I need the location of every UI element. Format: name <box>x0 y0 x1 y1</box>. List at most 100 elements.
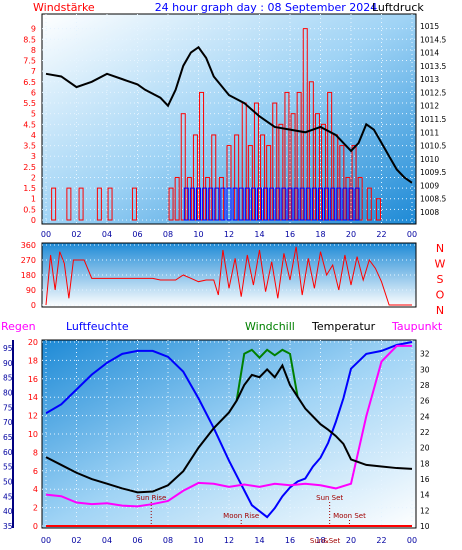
top-right-tick-label: 1011 <box>420 128 439 137</box>
wind-direction-line <box>45 246 412 306</box>
wind-bar <box>192 134 198 221</box>
regen-tick-label: 14 <box>28 393 38 402</box>
humidity-tick-label: 70 <box>3 418 13 427</box>
humidity-tick-label: 55 <box>3 463 13 472</box>
gust-bar <box>342 187 348 221</box>
top-left-tick-label: 1.5 <box>23 184 36 193</box>
temp-tick-label: 28 <box>420 381 430 390</box>
regen-tick-label: 8 <box>33 448 38 457</box>
bottom-x-tick-label: 00 <box>41 536 51 545</box>
gust-bar <box>257 187 262 221</box>
dir-compass-label: O <box>436 289 445 302</box>
gust-bar <box>324 187 330 221</box>
wind-bar <box>375 198 381 221</box>
top-x-tick-label: 18 <box>315 230 325 239</box>
event-label: Moon Rise <box>223 512 259 520</box>
top-right-tick-label: 1009 <box>420 181 439 190</box>
gust-bar <box>269 187 275 221</box>
wind-bar <box>357 176 363 221</box>
dir-left-tick-label: 90 <box>26 286 36 295</box>
gust-bar <box>311 187 317 221</box>
wind-bar <box>211 134 217 221</box>
header-luftdruck: Luftdruck <box>372 1 424 14</box>
temperatur-line <box>45 363 413 494</box>
top-x-tick-label: 00 <box>41 230 51 239</box>
humidity-tick-label: 75 <box>3 403 13 412</box>
top-x-tick-label: 20 <box>346 230 356 239</box>
top-left-tick-label: 3.5 <box>23 142 36 151</box>
dir-compass-label: N <box>436 304 444 317</box>
gust-bar <box>244 187 250 221</box>
top-left-tick-label: 8.5 <box>23 35 36 44</box>
wind-bar <box>302 28 308 221</box>
wind-bar <box>51 187 57 221</box>
gust-bar <box>305 187 311 221</box>
bottom-x-tick-label: 04 <box>102 536 112 545</box>
dir-left-tick-label: 270 <box>21 256 36 265</box>
top-right-tick-label: 1015 <box>420 22 439 31</box>
top-left-tick-label: 3 <box>31 152 36 161</box>
gust-bar <box>196 187 201 221</box>
humidity-tick-label: 65 <box>3 433 13 442</box>
top-right-tick-label: 1009.5 <box>420 168 446 177</box>
bottom-x-tick-label: 08 <box>163 536 173 545</box>
temp-tick-label: 26 <box>420 397 430 406</box>
gust-bar <box>275 187 281 221</box>
event-label: Sun Rise <box>136 494 166 502</box>
gust-bar <box>281 187 287 221</box>
gust-bar <box>354 187 360 221</box>
regen-tick-label: 12 <box>28 412 38 421</box>
dir-left-tick-label: 360 <box>21 241 36 250</box>
temp-tick-label: 32 <box>420 350 430 359</box>
top-left-tick-label: 8 <box>31 46 36 55</box>
top-x-tick-label: 06 <box>132 230 142 239</box>
wind-bar <box>345 176 351 221</box>
wind-bar <box>327 91 333 221</box>
dir-left-tick-label: 0 <box>31 301 36 310</box>
top-x-tick-label: 04 <box>102 230 112 239</box>
gust-bar <box>238 187 244 221</box>
top-right-tick-label: 1010.5 <box>420 142 446 151</box>
top-right-tick-label: 1014 <box>420 49 439 58</box>
wind-bar <box>366 187 372 221</box>
bottom-x-tick-label: 22 <box>376 536 386 545</box>
top-left-tick-label: 0 <box>31 216 36 225</box>
top-x-tick-label: 14 <box>254 230 264 239</box>
bottom-x-tick-label: 06 <box>132 536 142 545</box>
wind-bar <box>284 91 290 221</box>
top-left-tick-label: 6 <box>31 88 36 97</box>
temp-tick-label: 24 <box>420 412 430 421</box>
regen-tick-label: 18 <box>28 356 38 365</box>
wind-bar <box>351 145 357 221</box>
dir-compass-label: S <box>437 273 444 286</box>
temp-tick-label: 16 <box>420 475 430 484</box>
event-label: Sun Set <box>316 494 343 502</box>
wind-bar <box>247 145 253 221</box>
gust-bar <box>183 187 189 221</box>
temp-tick-label: 22 <box>420 428 430 437</box>
regen-tick-label: 0 <box>33 522 38 531</box>
wind-bar <box>107 187 113 221</box>
direction-plot-area <box>41 242 417 308</box>
label-luftfeuchte: Luftfeuchte <box>66 320 129 333</box>
wind-bar <box>66 187 72 221</box>
gust-bar <box>226 187 232 221</box>
wind-bar <box>314 113 320 221</box>
top-x-tick-label: 22 <box>376 230 386 239</box>
top-left-tick-label: 2 <box>31 173 36 182</box>
top-right-tick-label: 1008.5 <box>420 195 446 204</box>
temp-tick-label: 20 <box>420 444 430 453</box>
top-left-tick-label: 7 <box>31 67 36 76</box>
wind-bar <box>131 187 137 221</box>
event-label: Moon Set <box>333 512 366 520</box>
header-windstaerke: Windstärke <box>33 1 95 14</box>
top-right-tick-label: 1011.5 <box>420 115 446 124</box>
top-left-tick-label: 0.5 <box>23 205 36 214</box>
bottom-x-tick-label: 16 <box>285 536 295 545</box>
wind-bar <box>321 123 327 221</box>
top-right-tick-label: 1014.5 <box>420 35 446 44</box>
regen-tick-label: 4 <box>33 485 38 494</box>
wind-bar <box>96 187 102 221</box>
